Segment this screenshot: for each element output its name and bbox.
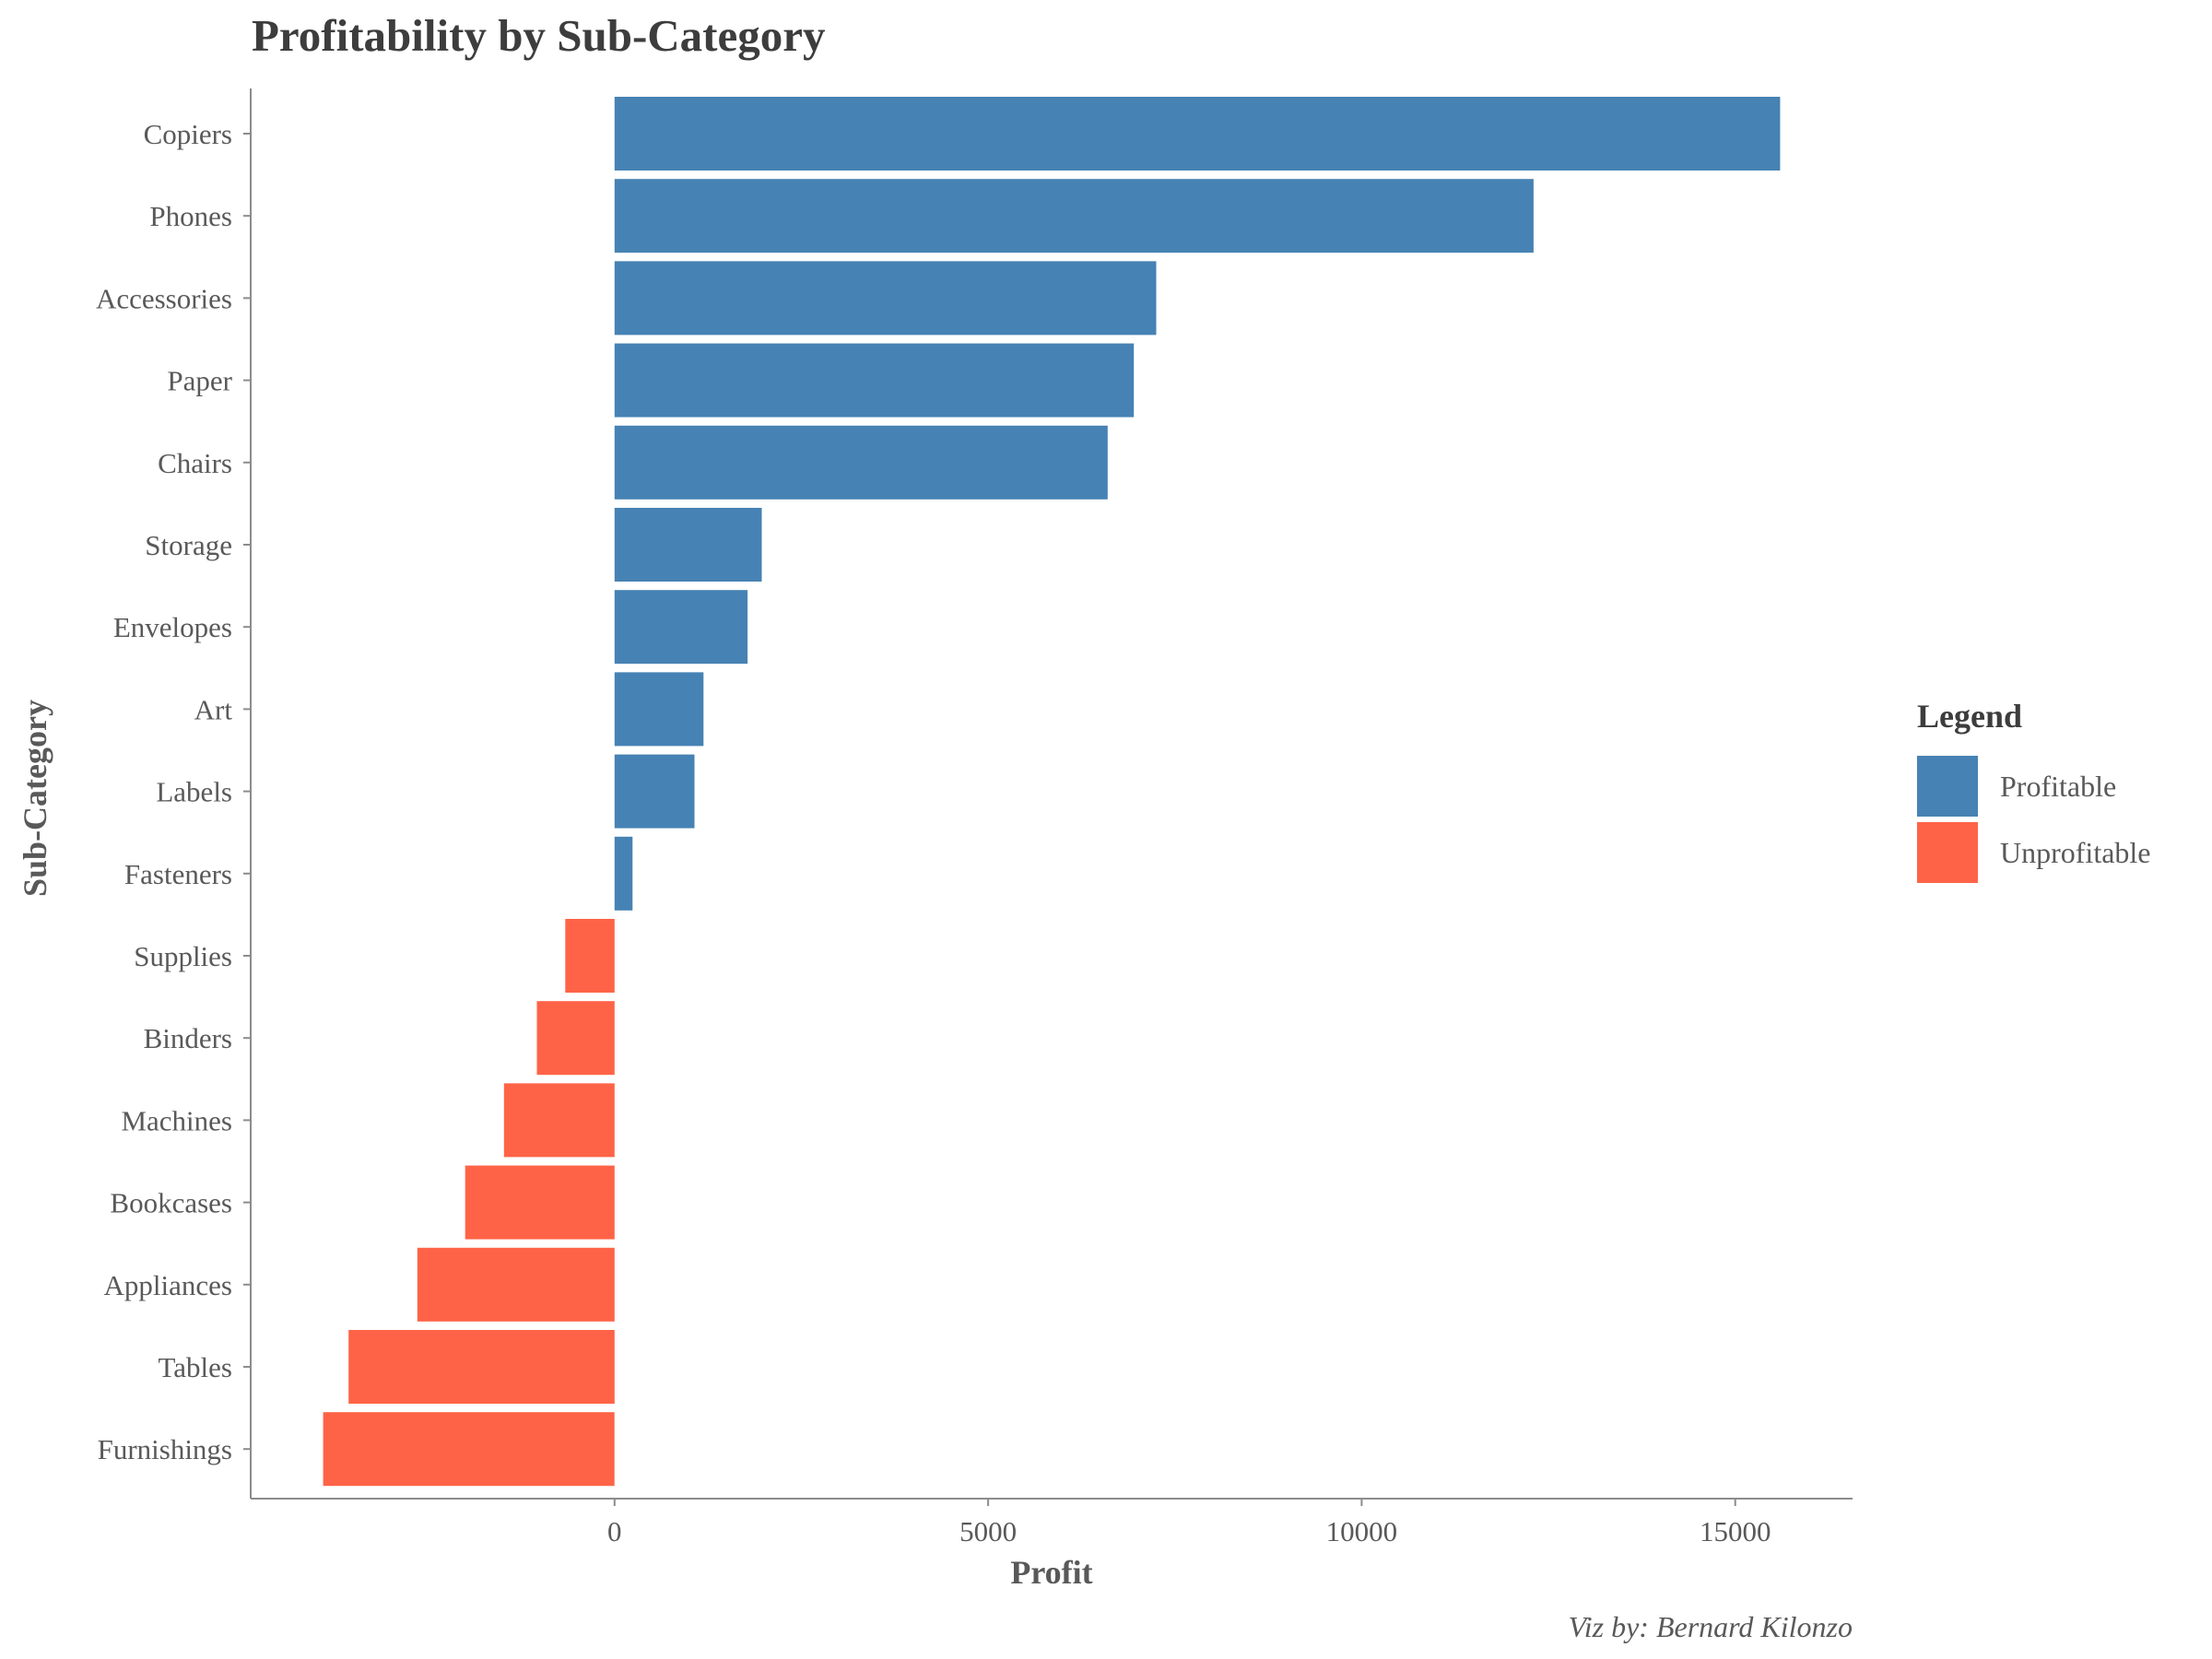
y-tick-label: Fasteners bbox=[124, 858, 232, 890]
y-tick-label: Bookcases bbox=[110, 1187, 232, 1219]
y-tick-label: Art bbox=[194, 693, 233, 725]
y-tick-label: Accessories bbox=[96, 282, 232, 314]
y-tick-label: Appliances bbox=[104, 1269, 232, 1301]
bar-copiers bbox=[614, 97, 1781, 171]
y-tick-label: Phones bbox=[149, 200, 232, 232]
bar-art bbox=[614, 672, 704, 747]
bars-layer bbox=[323, 97, 1781, 1487]
y-tick-label: Paper bbox=[167, 365, 232, 397]
x-axis: 0 5000 10000 15000 bbox=[251, 1498, 1853, 1547]
legend-label-unprofitable: Unprofitable bbox=[2000, 836, 2151, 869]
bar-envelopes bbox=[614, 590, 748, 665]
bar-bookcases bbox=[465, 1165, 615, 1240]
y-tick-label: Storage bbox=[145, 529, 232, 561]
bar-labels bbox=[614, 754, 695, 829]
y-axis: Copiers Phones Accessories Paper Chairs Stora… bbox=[96, 88, 252, 1499]
x-tick-label: 15000 bbox=[1700, 1515, 1771, 1547]
bar-furnishings bbox=[323, 1412, 615, 1487]
y-tick-label: Machines bbox=[121, 1104, 232, 1136]
bar-machines bbox=[503, 1083, 615, 1158]
y-axis-title: Sub-Category bbox=[17, 700, 53, 897]
y-tick-label: Furnishings bbox=[98, 1433, 232, 1465]
y-tick-label: Tables bbox=[159, 1351, 232, 1383]
y-tick-label: Binders bbox=[144, 1022, 232, 1054]
bar-tables bbox=[348, 1330, 615, 1404]
bar-phones bbox=[614, 179, 1534, 253]
bar-appliances bbox=[417, 1247, 615, 1322]
chart-title: Profitability by Sub-Category bbox=[252, 10, 826, 61]
legend-key-profitable bbox=[1917, 756, 1978, 817]
bar-supplies bbox=[565, 919, 615, 993]
y-tick-label: Envelopes bbox=[113, 611, 232, 643]
legend-label-profitable: Profitable bbox=[2000, 770, 2116, 803]
bar-binders bbox=[536, 1001, 615, 1076]
legend-title: Legend bbox=[1917, 698, 2022, 735]
x-tick-label: 5000 bbox=[959, 1515, 1017, 1547]
bar-paper bbox=[614, 343, 1135, 418]
caption: Viz by: Bernard Kilonzo bbox=[1569, 1610, 1853, 1643]
y-tick-label: Copiers bbox=[144, 118, 232, 150]
x-tick-label: 10000 bbox=[1326, 1515, 1398, 1547]
bar-accessories bbox=[614, 261, 1157, 335]
legend-key-unprofitable bbox=[1917, 822, 1978, 883]
bar-fasteners bbox=[614, 836, 633, 911]
x-tick-label: 0 bbox=[607, 1515, 622, 1547]
bar-chairs bbox=[614, 425, 1108, 500]
legend: Legend Profitable Unprofitable bbox=[1917, 698, 2151, 883]
x-axis-title: Profit bbox=[1010, 1554, 1092, 1591]
y-tick-label: Chairs bbox=[158, 447, 232, 479]
y-tick-label: Supplies bbox=[134, 940, 232, 972]
y-tick-label: Labels bbox=[156, 776, 232, 808]
bar-storage bbox=[614, 508, 762, 582]
